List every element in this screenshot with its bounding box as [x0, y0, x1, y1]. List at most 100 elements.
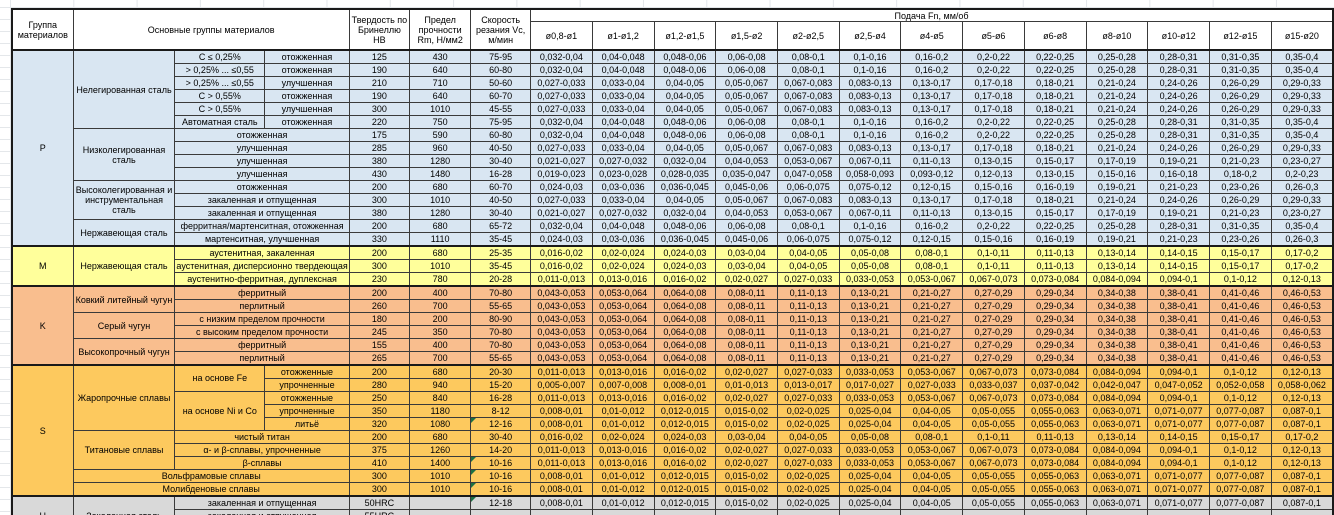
- feed-cell[interactable]: 0,015-0,02: [715, 417, 778, 431]
- cell[interactable]: 300: [348, 482, 411, 497]
- cell[interactable]: α- и β-сплавы, упрочненные: [174, 443, 350, 457]
- feed-cell[interactable]: 0,013-0,016: [591, 272, 655, 287]
- feed-cell[interactable]: 0,11-0,13: [1023, 245, 1087, 260]
- feed-cell[interactable]: 0,055-0,063: [1023, 404, 1087, 418]
- cell[interactable]: > 0,25% ... ≤0,55: [174, 63, 266, 77]
- feed-cell[interactable]: 0,032-0,04: [653, 206, 717, 220]
- feed-cell[interactable]: 0,053-0,064: [591, 338, 655, 352]
- feed-cell[interactable]: 0,1-0,12: [1208, 443, 1272, 457]
- feed-cell[interactable]: 0,032-0,04: [653, 154, 717, 168]
- feed-cell[interactable]: 0,02-0,027: [715, 272, 778, 287]
- feed-cell[interactable]: 0,064-0,08: [653, 299, 717, 313]
- feed-cell[interactable]: 0,053-0,067: [776, 206, 840, 220]
- feed-cell[interactable]: 0,1-0,12: [1208, 272, 1272, 287]
- feed-cell[interactable]: 0,13-0,21: [838, 299, 902, 313]
- feed-cell[interactable]: 0,12-0,15: [900, 232, 964, 247]
- feed-cell[interactable]: 0,06-0,08: [715, 128, 778, 142]
- cell[interactable]: закаленная и отпущенная: [174, 509, 350, 515]
- cell[interactable]: 70-80: [470, 338, 532, 352]
- feed-cell[interactable]: 0,26-0,29: [1208, 193, 1272, 207]
- cell[interactable]: 1260: [409, 443, 472, 457]
- cell[interactable]: 80-90: [470, 312, 532, 326]
- cell-with-comment-marker[interactable]: 10-16: [470, 469, 532, 483]
- feed-cell[interactable]: 0,025-0,04: [838, 482, 902, 497]
- feed-cell[interactable]: 0,1-0,16: [838, 49, 902, 64]
- cell[interactable]: 35-45: [470, 232, 532, 247]
- feed-cell[interactable]: 0,08-0,1: [776, 219, 840, 233]
- feed-cell[interactable]: 0,35-0,4: [1270, 128, 1334, 142]
- feed-cell[interactable]: 0,05-0,067: [715, 141, 778, 155]
- feed-cell[interactable]: 0,013-0,016: [591, 443, 655, 457]
- feed-cell[interactable]: 0,28-0,31: [1147, 49, 1210, 64]
- cell[interactable]: 230: [348, 272, 411, 287]
- feed-cell[interactable]: [591, 509, 655, 515]
- cell[interactable]: 60-80: [470, 63, 532, 77]
- feed-cell[interactable]: 0,28-0,31: [1147, 63, 1210, 77]
- cell[interactable]: 155: [348, 338, 411, 352]
- cell[interactable]: 300: [348, 193, 411, 207]
- cell[interactable]: C > 0,55%: [174, 89, 266, 103]
- feed-cell[interactable]: 0,26-0,3: [1270, 180, 1334, 194]
- feed-cell[interactable]: 0,12-0,15: [900, 180, 964, 194]
- cell[interactable]: литьё: [264, 417, 350, 431]
- feed-cell[interactable]: 0,17-0,18: [962, 76, 1025, 90]
- feed-cell[interactable]: 0,02-0,025: [776, 482, 840, 497]
- feed-cell[interactable]: 0,46-0,53: [1270, 325, 1334, 339]
- cell[interactable]: 210: [348, 76, 411, 90]
- feed-cell[interactable]: 0,025-0,04: [838, 417, 902, 431]
- cell[interactable]: 640: [409, 89, 472, 103]
- feed-cell[interactable]: 0,25-0,28: [1085, 63, 1149, 77]
- feed-cell[interactable]: 0,29-0,34: [1023, 338, 1087, 352]
- feed-cell[interactable]: 0,31-0,35: [1208, 219, 1272, 233]
- feed-cell[interactable]: 0,18-0,21: [1023, 89, 1087, 103]
- feed-cell[interactable]: 0,16-0,2: [900, 63, 964, 77]
- feed-cell[interactable]: 0,04-0,048: [591, 128, 655, 142]
- feed-cell[interactable]: 0,18-0,21: [1023, 102, 1087, 116]
- feed-cell[interactable]: 0,1-0,16: [838, 219, 902, 233]
- feed-cell[interactable]: 0,067-0,083: [776, 102, 840, 116]
- feed-cell[interactable]: 0,08-0,11: [715, 351, 778, 366]
- feed-cell[interactable]: 0,05-0,08: [838, 259, 902, 273]
- feed-cell[interactable]: 0,033-0,053: [838, 272, 902, 287]
- feed-cell[interactable]: 0,13-0,17: [900, 102, 964, 116]
- feed-cell[interactable]: 0,19-0,21: [1147, 154, 1210, 168]
- feed-cell[interactable]: 0,043-0,053: [530, 285, 593, 300]
- feed-cell[interactable]: 0,071-0,077: [1147, 417, 1210, 431]
- feed-cell[interactable]: 0,04-0,053: [715, 154, 778, 168]
- feed-cell[interactable]: 0,34-0,38: [1085, 325, 1149, 339]
- feed-cell[interactable]: [1023, 509, 1087, 515]
- feed-cell[interactable]: 0,048-0,06: [653, 128, 717, 142]
- feed-cell[interactable]: 0,27-0,29: [962, 285, 1025, 300]
- cell[interactable]: 430: [348, 167, 411, 181]
- feed-cell[interactable]: 0,063-0,071: [1085, 469, 1149, 483]
- feed-cell[interactable]: 0,04-0,05: [653, 89, 717, 103]
- cell[interactable]: 280: [348, 378, 411, 392]
- feed-cell[interactable]: 0,08-0,11: [715, 299, 778, 313]
- feed-cell[interactable]: 0,043-0,053: [530, 325, 593, 339]
- feed-cell[interactable]: 0,077-0,087: [1208, 417, 1272, 431]
- feed-cell[interactable]: 0,27-0,29: [962, 351, 1025, 366]
- feed-cell[interactable]: 0,1-0,16: [838, 128, 902, 142]
- cell[interactable]: 640: [409, 63, 472, 77]
- feed-cell[interactable]: 0,071-0,077: [1147, 404, 1210, 418]
- feed-cell[interactable]: 0,063-0,071: [1085, 404, 1149, 418]
- feed-cell[interactable]: 0,008-0,01: [530, 469, 593, 483]
- feed-cell[interactable]: 0,34-0,38: [1085, 338, 1149, 352]
- feed-cell[interactable]: 0,01-0,012: [591, 482, 655, 497]
- feed-cell[interactable]: 0,13-0,14: [1085, 430, 1149, 444]
- cell[interactable]: 1180: [409, 404, 472, 418]
- feed-cell[interactable]: 0,11-0,13: [776, 338, 840, 352]
- cell[interactable]: 680: [409, 180, 472, 194]
- cell[interactable]: 1400: [409, 456, 472, 470]
- feed-cell[interactable]: 0,04-0,05: [653, 76, 717, 90]
- feed-cell[interactable]: 0,055-0,063: [1023, 417, 1087, 431]
- feed-cell[interactable]: 0,027-0,033: [776, 443, 840, 457]
- feed-cell[interactable]: 0,024-0,03: [530, 232, 593, 247]
- feed-cell[interactable]: 0,027-0,033: [776, 391, 840, 405]
- cell[interactable]: 16-28: [470, 391, 532, 405]
- feed-cell[interactable]: 0,05-0,055: [962, 495, 1025, 510]
- feed-cell[interactable]: 0,08-0,11: [715, 325, 778, 339]
- feed-cell[interactable]: 0,071-0,077: [1147, 495, 1210, 510]
- feed-cell[interactable]: 0,22-0,25: [1023, 49, 1087, 64]
- feed-cell[interactable]: 0,033-0,037: [962, 378, 1025, 392]
